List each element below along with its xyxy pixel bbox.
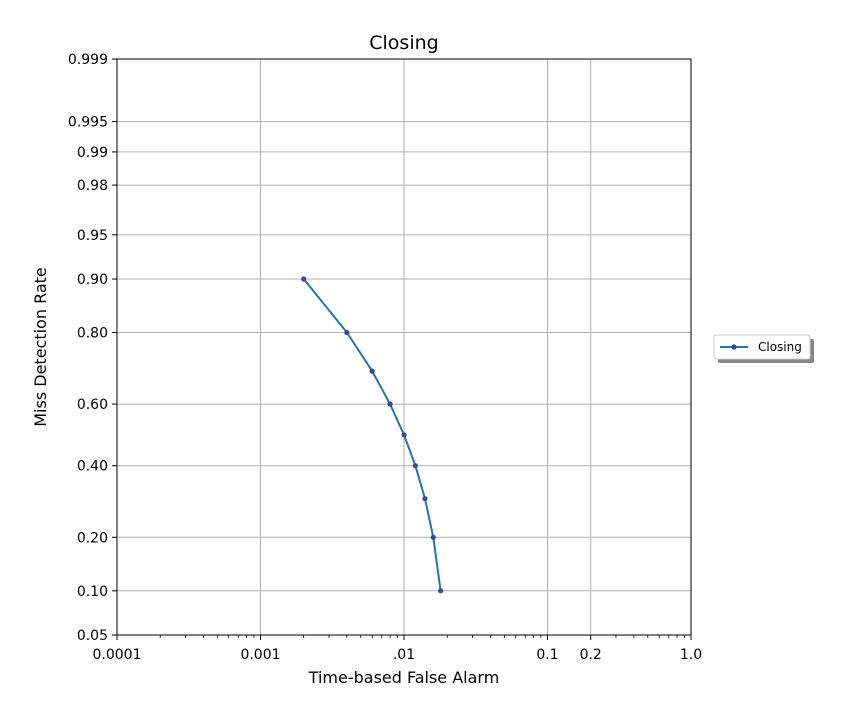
x-tick-label: 0.2 — [580, 647, 602, 663]
legend: Closing — [713, 334, 814, 363]
axis-ticks: 0.0001 0.001 .01 0.1 0.2 1.0 0.05 0.10 0.20 0.40 0… — [68, 52, 702, 663]
y-tick-label: 0.98 — [77, 178, 108, 194]
y-tick-label: 0.40 — [77, 459, 108, 475]
x-tick-label: 1.0 — [680, 647, 702, 663]
x-tick-label: 0.1 — [536, 647, 558, 663]
x-tick-label: .01 — [393, 647, 415, 663]
data-point — [401, 432, 407, 438]
legend-label: Closing — [758, 340, 802, 354]
y-tick-label: 0.05 — [77, 628, 108, 644]
data-point — [301, 276, 307, 282]
legend-marker — [731, 344, 737, 350]
grid-lines — [116, 58, 692, 636]
y-tick-label: 0.10 — [77, 584, 108, 600]
data-point — [422, 496, 428, 502]
x-tick-label: 0.0001 — [93, 647, 142, 663]
x-axis-label: Time-based False Alarm — [308, 668, 500, 687]
x-tick-label: 0.001 — [240, 647, 280, 663]
data-point — [438, 588, 444, 594]
y-tick-label: 0.95 — [77, 228, 108, 244]
legend-box — [713, 334, 811, 360]
data-point — [344, 329, 350, 336]
y-tick-label: 0.90 — [77, 272, 108, 288]
y-tick-label: 0.80 — [77, 326, 108, 342]
data-point — [412, 463, 418, 469]
y-tick-label: 0.995 — [68, 115, 108, 131]
y-tick-label: 0.60 — [77, 397, 108, 413]
y-axis-label: Miss Detection Rate — [31, 267, 50, 427]
series-layer — [301, 276, 444, 594]
y-tick-label: 0.20 — [77, 530, 108, 546]
chart-title: Closing — [369, 32, 438, 54]
data-point — [369, 368, 375, 374]
data-point — [387, 401, 393, 407]
y-tick-label: 0.999 — [68, 52, 108, 68]
data-point — [430, 534, 436, 540]
y-tick-label: 0.99 — [77, 145, 108, 161]
